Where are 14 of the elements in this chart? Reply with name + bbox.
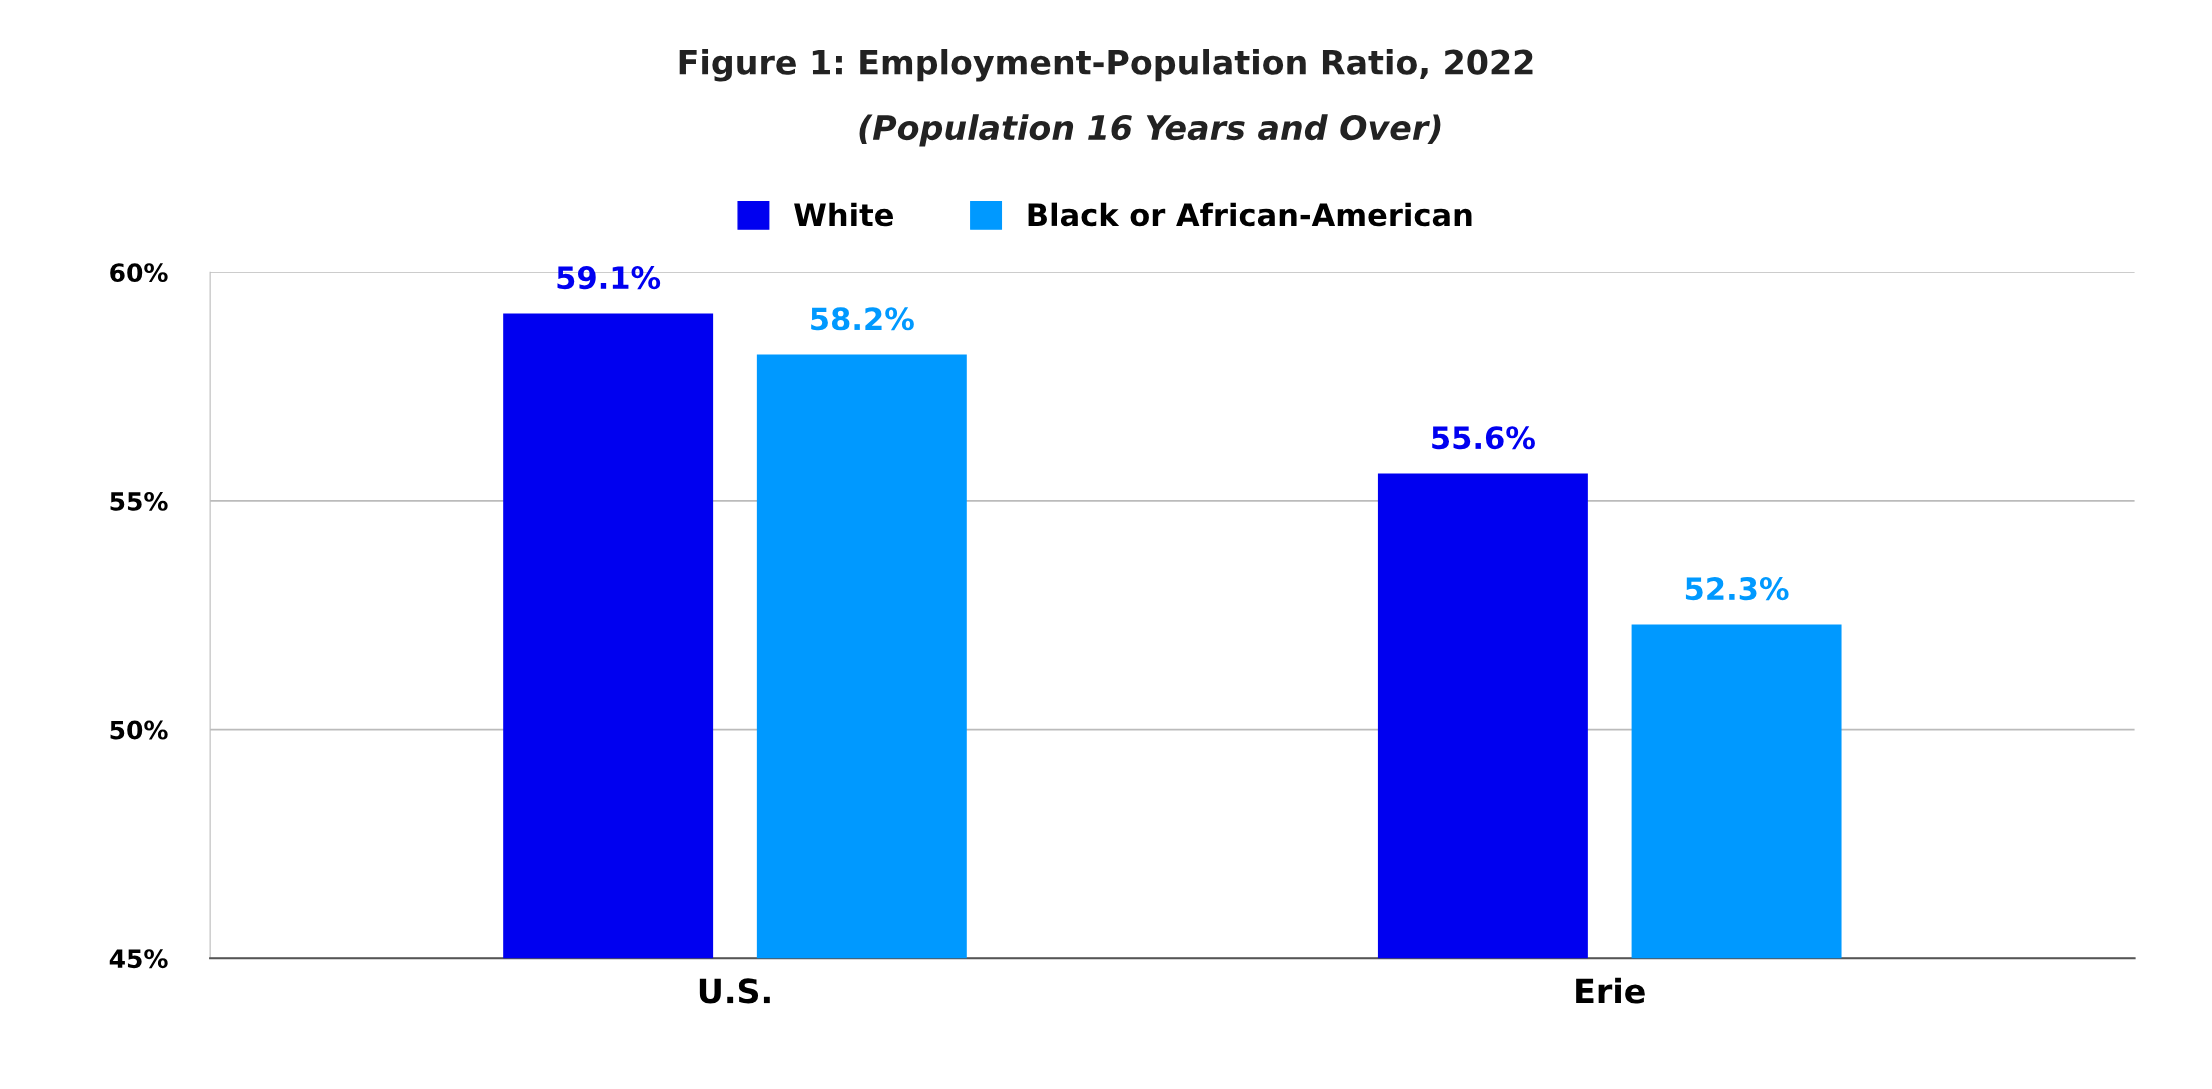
data-label: 55.6% [1432,426,1535,450]
x-tick-label: Erie [1576,977,1645,1004]
legend-label: Black or African-American [1028,202,1472,227]
data-label: 59.1% [557,266,661,290]
data-label: 52.3% [1685,577,1789,601]
legend-label: White [794,202,893,227]
y-tick-label: 60% [110,263,168,283]
data-label: 58.2% [811,307,914,331]
x-tick-label: U.S. [699,978,770,1004]
chart-subtitle: (Population 16 Years and Over) [859,114,1441,147]
chart-title: Figure 1: Employment-Population Ratio, 2022 [679,49,1533,82]
y-tick-label: 55% [110,491,168,511]
y-tick-label: 45% [109,949,168,969]
y-tick-label: 50% [110,720,168,740]
